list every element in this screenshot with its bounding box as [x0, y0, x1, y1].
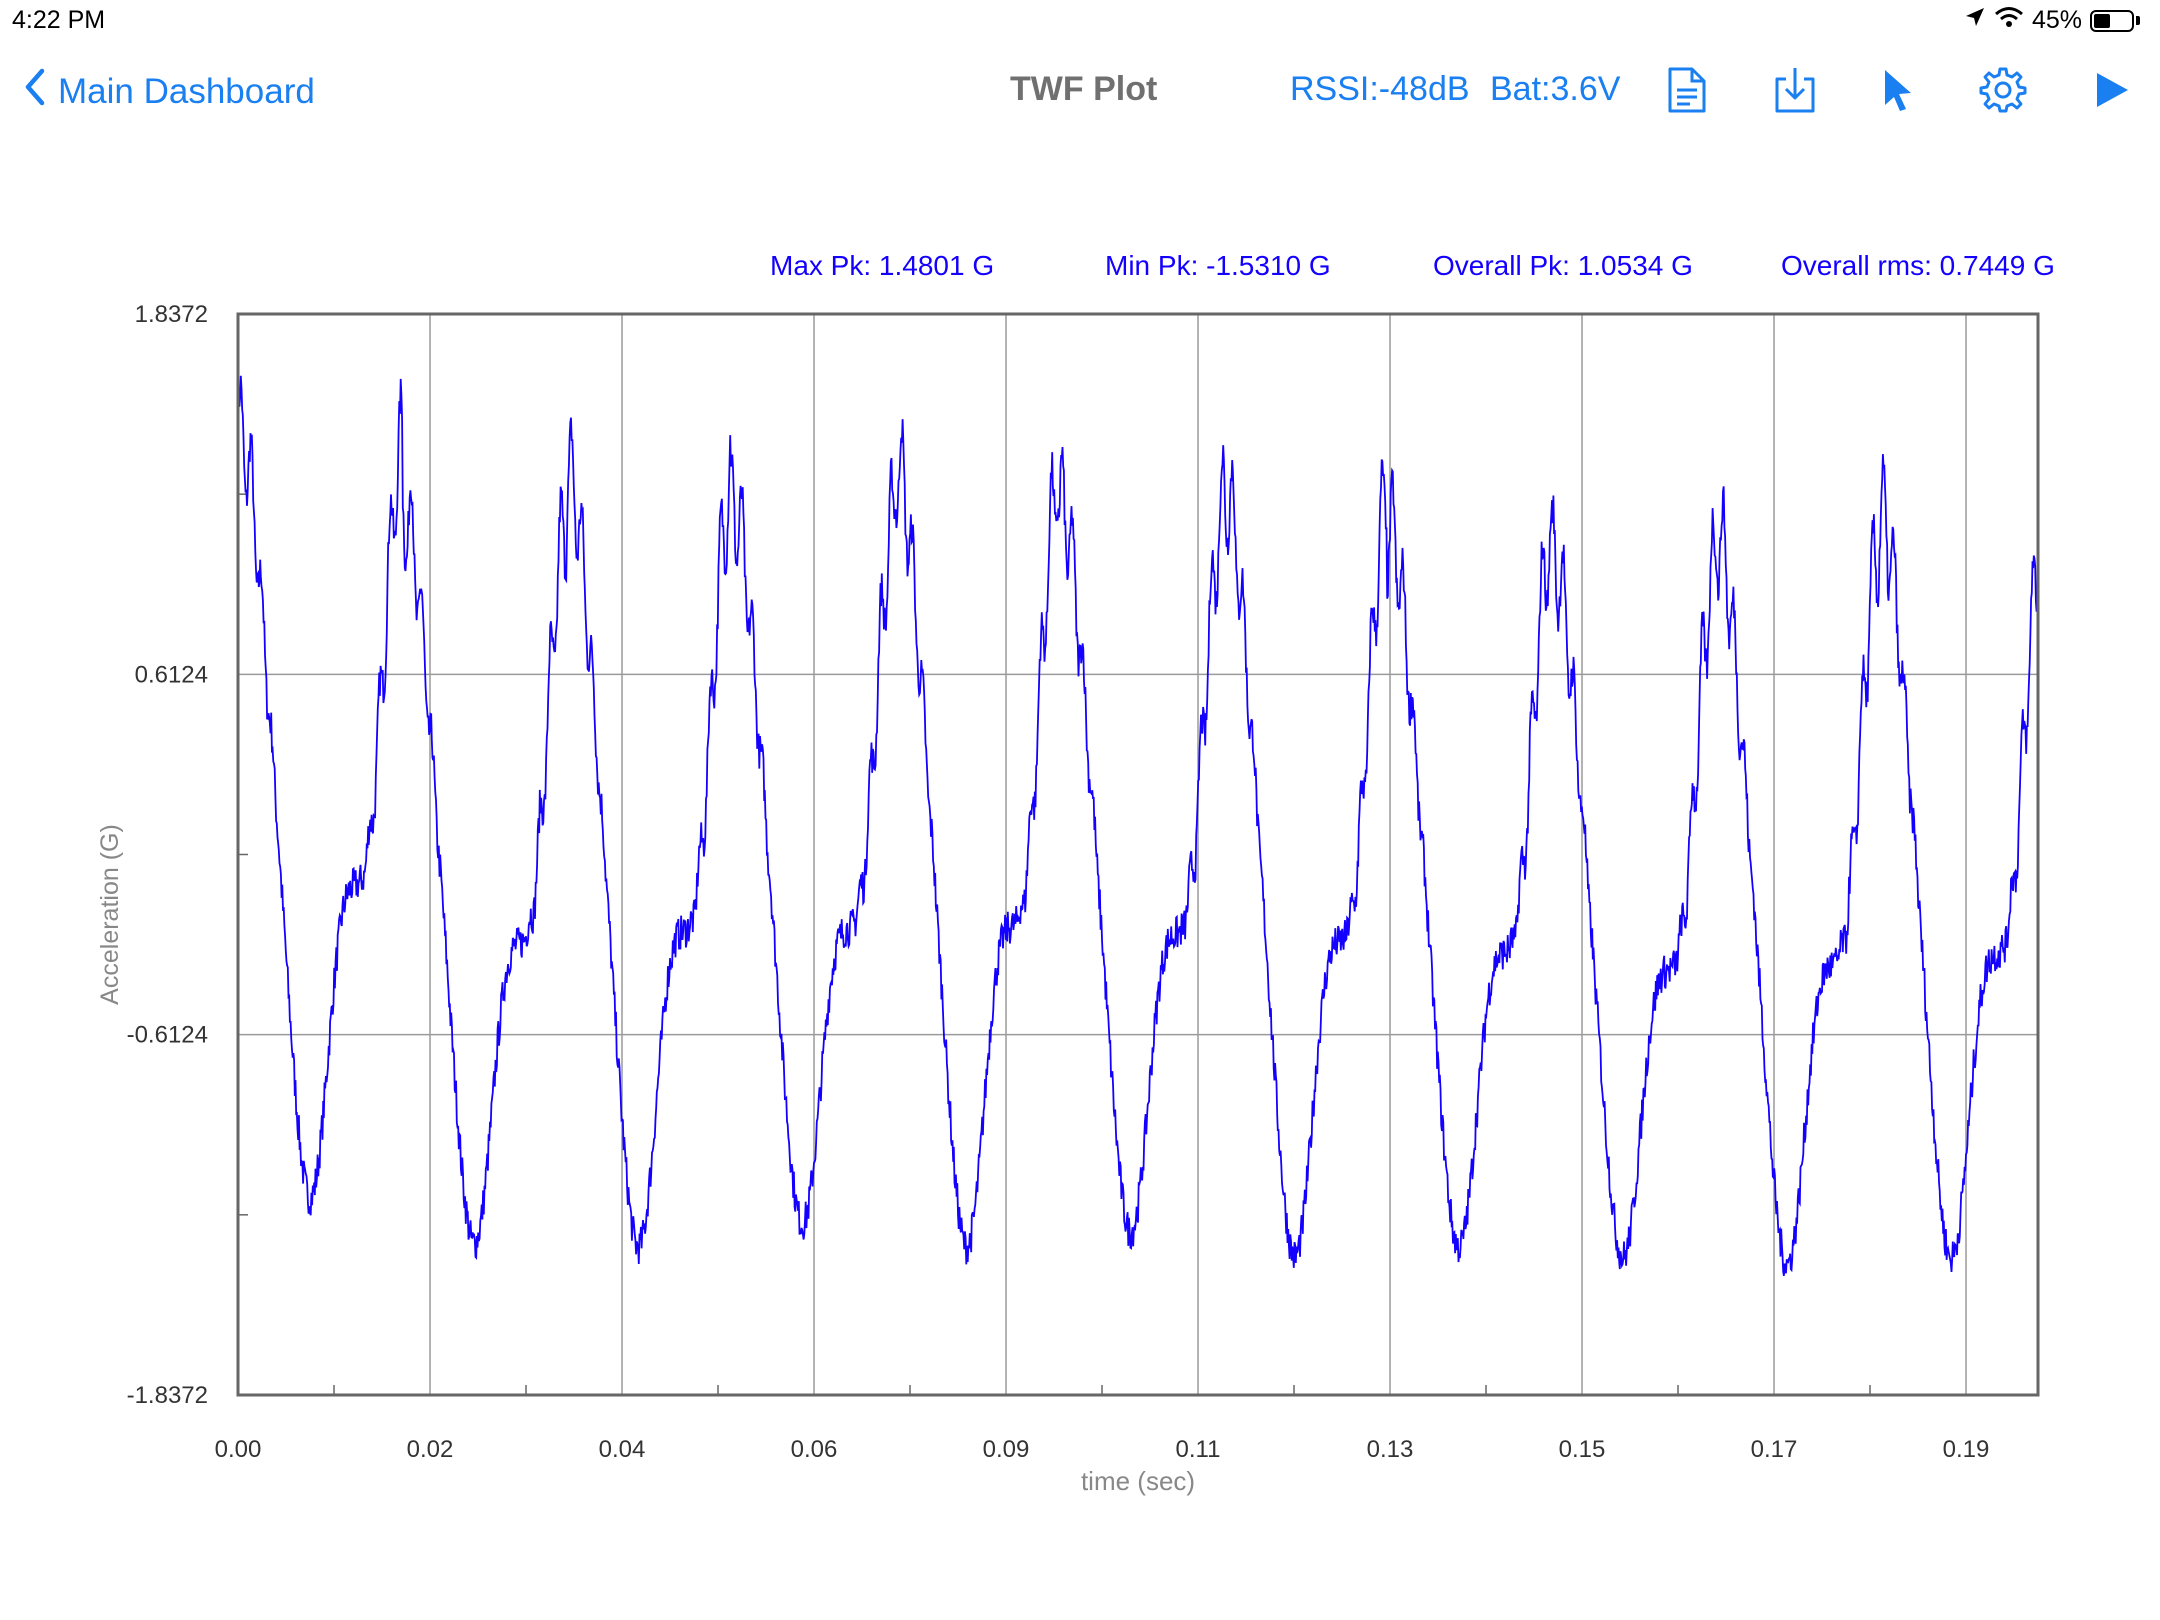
overall-rms-stat: Overall rms: 0.7449 G	[1781, 250, 2055, 281]
x-tick-label: 0.00	[215, 1436, 262, 1463]
x-tick-label: 0.15	[1559, 1436, 1606, 1463]
wifi-icon	[1994, 6, 2024, 35]
rssi-readout: RSSI:-48dB	[1290, 70, 1470, 108]
status-bar: 4:22 PM 45%	[0, 0, 2160, 40]
x-tick-label: 0.02	[407, 1436, 454, 1463]
battery-voltage-readout: Bat:3.6V	[1490, 70, 1621, 108]
x-tick-label: 0.04	[599, 1436, 646, 1463]
location-icon	[1964, 6, 1986, 35]
x-axis-label: time (sec)	[1081, 1466, 1195, 1496]
battery-tip	[2136, 16, 2140, 25]
min-peak-stat: Min Pk: -1.5310 G	[1105, 250, 1331, 281]
x-tick-label: 0.19	[1943, 1436, 1990, 1463]
chevron-left-icon	[22, 67, 48, 116]
x-tick-label: 0.06	[791, 1436, 838, 1463]
cursor-icon[interactable]	[1870, 63, 1924, 117]
x-tick-label: 0.09	[983, 1436, 1030, 1463]
gear-icon[interactable]	[1976, 63, 2030, 117]
download-icon[interactable]	[1768, 63, 1822, 117]
plot-frame	[236, 312, 2040, 1397]
nav-bar: Main Dashboard TWF Plot RSSI:-48dB Bat:3…	[0, 55, 2160, 125]
battery-percent: 45%	[2031, 6, 2082, 34]
x-tick-label: 0.13	[1367, 1436, 1414, 1463]
back-label: Main Dashboard	[58, 71, 315, 111]
back-button[interactable]: Main Dashboard	[22, 67, 315, 116]
overall-peak-stat: Overall Pk: 1.0534 G	[1433, 250, 1693, 281]
waveform-line	[237, 375, 2039, 1276]
page-title: TWF Plot	[1010, 70, 1158, 108]
y-tick-label: 0.6124	[135, 661, 208, 688]
y-tick-label: -0.6124	[127, 1022, 208, 1049]
max-peak-stat: Max Pk: 1.4801 G	[770, 250, 995, 281]
battery-icon	[2090, 9, 2134, 32]
y-tick-label: -1.8372	[127, 1382, 208, 1409]
y-tick-label: 1.8372	[135, 301, 208, 328]
x-tick-label: 0.17	[1751, 1436, 1798, 1463]
status-time: 4:22 PM	[12, 6, 106, 34]
document-icon[interactable]	[1660, 63, 1714, 117]
status-indicators: 45%	[1964, 6, 2140, 35]
x-tick-label: 0.11	[1176, 1436, 1221, 1463]
twf-chart[interactable]: 0.00 0.02 0.04 0.06 0.09 0.11 0.13 0.15 0.17 0.19…	[0, 280, 2160, 1520]
play-icon[interactable]	[2084, 63, 2138, 117]
